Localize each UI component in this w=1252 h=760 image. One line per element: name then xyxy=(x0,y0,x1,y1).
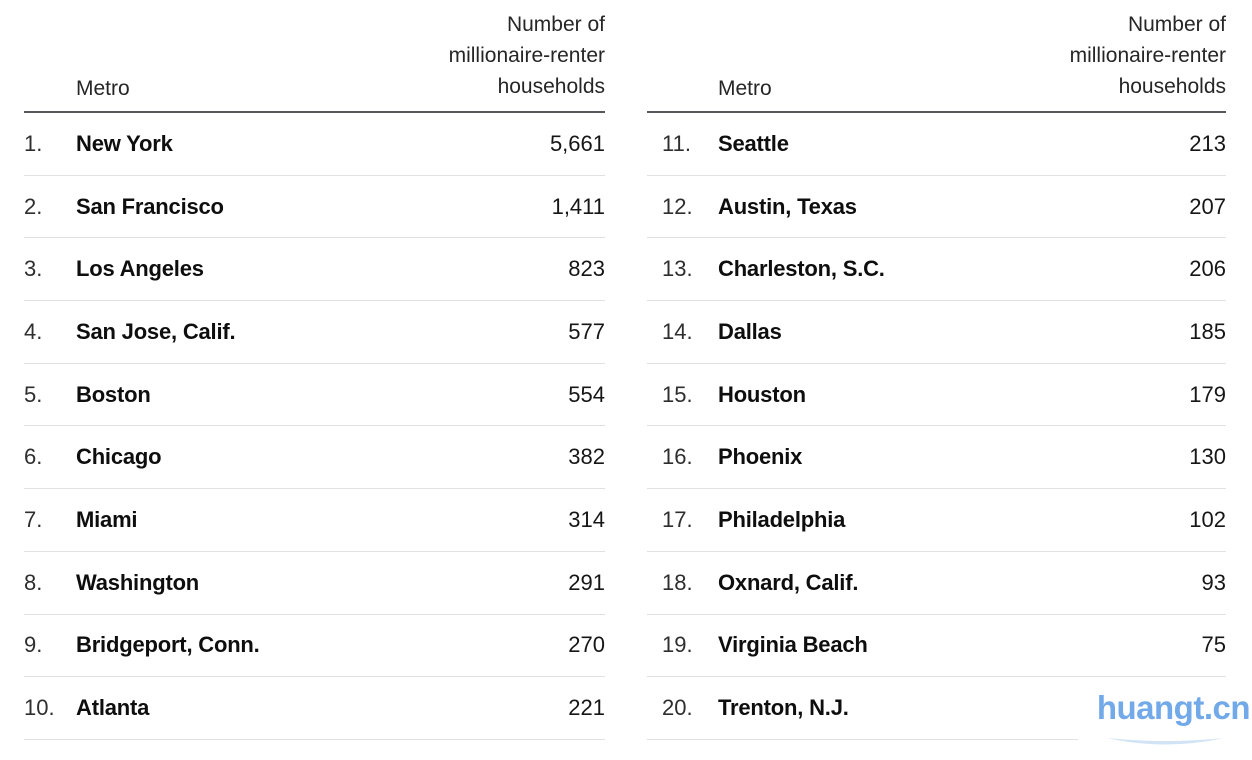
households-value: 179 xyxy=(1189,381,1226,407)
metro-column-header: Metro xyxy=(76,77,130,100)
table-row: 9. Bridgeport, Conn. 270 xyxy=(24,615,605,678)
metro-name: Trenton, N.J. xyxy=(718,695,849,721)
table-ranks-1-10: Metro Number of millionaire-renter house… xyxy=(24,0,605,740)
rank-label: 4. xyxy=(24,318,43,344)
households-value: 1,411 xyxy=(551,193,605,219)
watermark-swoosh-icon xyxy=(1107,738,1224,745)
metro-name: Houston xyxy=(718,381,806,407)
watermark: huangt.cn xyxy=(1078,682,1252,756)
rank-label: 8. xyxy=(24,569,43,595)
metro-name: Washington xyxy=(76,569,200,595)
households-value: 207 xyxy=(1189,193,1226,219)
rank-label: 15. xyxy=(662,381,693,407)
value-column-header: Number of millionaire-renter households xyxy=(1069,13,1226,98)
rank-label: 10. xyxy=(24,695,55,721)
metro-name: Chicago xyxy=(76,444,162,470)
rank-label: 2. xyxy=(24,193,43,219)
table-row: 13. Charleston, S.C. 206 xyxy=(647,238,1226,302)
table-row: 3. Los Angeles 823 xyxy=(24,238,605,302)
metro-name: Seattle xyxy=(718,130,789,156)
table-row: 8. Washington 291 xyxy=(24,552,605,615)
metro-name: Dallas xyxy=(718,318,782,344)
households-value: 291 xyxy=(568,569,605,595)
table-row: 19. Virginia Beach 75 xyxy=(647,615,1226,678)
table-row: 18. Oxnard, Calif. 93 xyxy=(647,552,1226,615)
rank-label: 14. xyxy=(662,318,693,344)
rank-label: 17. xyxy=(662,506,693,532)
households-value: 221 xyxy=(568,695,605,721)
table-header: Metro Number of millionaire-renter house… xyxy=(24,0,605,113)
households-value: 270 xyxy=(568,632,605,658)
table-row: 17. Philadelphia 102 xyxy=(647,489,1226,552)
households-value: 213 xyxy=(1189,130,1226,156)
table-row: 5. Boston 554 xyxy=(24,364,605,427)
households-value: 5,661 xyxy=(549,130,605,156)
table-row: 15. Houston 179 xyxy=(647,364,1226,427)
households-value: 554 xyxy=(568,381,605,407)
metro-name: Philadelphia xyxy=(718,506,846,532)
rank-label: 16. xyxy=(662,444,693,470)
metro-name: Boston xyxy=(76,381,151,407)
metro-name: San Jose, Calif. xyxy=(76,318,236,344)
rank-label: 6. xyxy=(24,444,43,470)
metro-name: Bridgeport, Conn. xyxy=(76,632,260,658)
rank-label: 11. xyxy=(662,130,691,156)
metro-name: Virginia Beach xyxy=(718,632,868,658)
households-value: 102 xyxy=(1189,506,1226,532)
table-body: 1. New York 5,661 2. San Francisco 1,411… xyxy=(24,113,605,740)
rank-label: 7. xyxy=(24,506,43,532)
table-row: 10. Atlanta 221 xyxy=(24,677,605,740)
table-row: 14. Dallas 185 xyxy=(647,301,1226,364)
metro-name: Phoenix xyxy=(718,444,803,470)
rank-label: 3. xyxy=(24,256,43,282)
table-row: 7. Miami 314 xyxy=(24,489,605,552)
rank-label: 18. xyxy=(662,569,693,595)
metro-name: Austin, Texas xyxy=(718,193,857,219)
households-value: 130 xyxy=(1189,444,1226,470)
table-row: 1. New York 5,661 xyxy=(24,113,605,176)
table-row: 6. Chicago 382 xyxy=(24,426,605,490)
table-body: 11. Seattle 213 12. Austin, Texas 207 13… xyxy=(647,113,1226,740)
households-value: 382 xyxy=(568,444,605,470)
households-value: 206 xyxy=(1189,256,1226,282)
value-column-header: Number of millionaire-renter households xyxy=(448,13,605,98)
watermark-text: huangt.cn xyxy=(1096,689,1251,726)
households-value: 185 xyxy=(1189,318,1226,344)
rank-label: 1. xyxy=(24,130,43,156)
households-value: 577 xyxy=(568,318,605,344)
metro-name: Los Angeles xyxy=(76,256,204,282)
table-row: 20. Trenton, N.J. xyxy=(647,677,1226,740)
rank-label: 9. xyxy=(24,632,43,658)
metro-name: Atlanta xyxy=(76,695,150,721)
table-header: Metro Number of millionaire-renter house… xyxy=(647,0,1226,113)
table-row: 11. Seattle 213 xyxy=(647,113,1226,176)
table-row: 12. Austin, Texas 207 xyxy=(647,176,1226,239)
rank-label: 13. xyxy=(662,256,693,282)
households-value: 75 xyxy=(1201,632,1226,658)
table-row: 16. Phoenix 130 xyxy=(647,426,1226,490)
table-row: 2. San Francisco 1,411 xyxy=(24,176,605,239)
metro-name: Miami xyxy=(76,506,138,532)
table-row: 4. San Jose, Calif. 577 xyxy=(24,301,605,364)
rank-label: 12. xyxy=(662,193,693,219)
households-value: 823 xyxy=(568,256,605,282)
metro-name: San Francisco xyxy=(76,193,224,219)
households-value: 314 xyxy=(568,506,605,532)
metro-name: New York xyxy=(76,130,173,156)
households-value: 93 xyxy=(1201,569,1226,595)
metro-name: Oxnard, Calif. xyxy=(718,569,859,595)
rank-label: 19. xyxy=(662,632,693,658)
metro-name: Charleston, S.C. xyxy=(718,256,885,282)
table-ranks-11-20: Metro Number of millionaire-renter house… xyxy=(647,0,1226,740)
rank-label: 20. xyxy=(662,695,693,721)
rank-label: 5. xyxy=(24,381,43,407)
metro-column-header: Metro xyxy=(718,77,772,100)
